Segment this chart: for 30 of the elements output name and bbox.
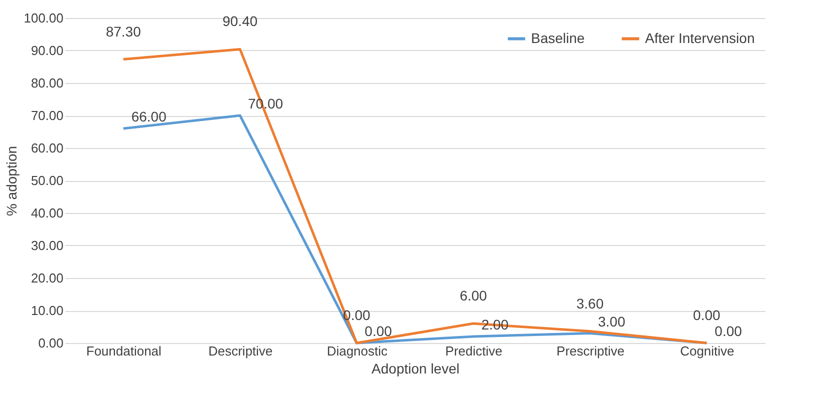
data-label: 0.00 (714, 323, 742, 339)
y-axis-title: % adoption (4, 146, 20, 216)
data-label: 6.00 (460, 288, 488, 304)
data-label: 3.00 (598, 313, 626, 330)
y-tick-label: 30.00 (30, 238, 64, 253)
legend-label: Baseline (531, 30, 585, 46)
data-label: 66.00 (131, 108, 167, 124)
x-tick-label: Foundational (86, 344, 162, 358)
data-label: 87.30 (106, 23, 142, 40)
y-tick-label: 80.00 (30, 76, 64, 90)
x-tick-label: Predictive (445, 344, 502, 358)
y-tick-label: 0.00 (38, 336, 64, 350)
x-axis-title: Adoption level (372, 360, 460, 376)
data-label: 90.40 (222, 13, 258, 30)
x-tick-label: Cognitive (680, 344, 734, 358)
data-label: 0.00 (693, 307, 721, 323)
y-tick-label: 50.00 (30, 173, 64, 188)
y-tick-label: 90.00 (30, 43, 64, 58)
legend-label: After Intervension (645, 30, 755, 46)
y-tick-label: 70.00 (30, 108, 64, 123)
data-label: 3.60 (576, 295, 604, 312)
y-tick-label: 10.00 (30, 303, 64, 318)
x-tick-label: Diagnostic (326, 344, 388, 358)
y-tick-label: 20.00 (30, 270, 64, 286)
data-label: 0.00 (364, 323, 392, 339)
x-tick-label: Descriptive (208, 344, 273, 358)
y-tick-label: 40.00 (30, 206, 64, 220)
x-tick-label: Prescriptive (556, 344, 624, 358)
y-tick-label: 100.00 (24, 10, 64, 26)
y-tick-label: 60.00 (30, 140, 64, 156)
